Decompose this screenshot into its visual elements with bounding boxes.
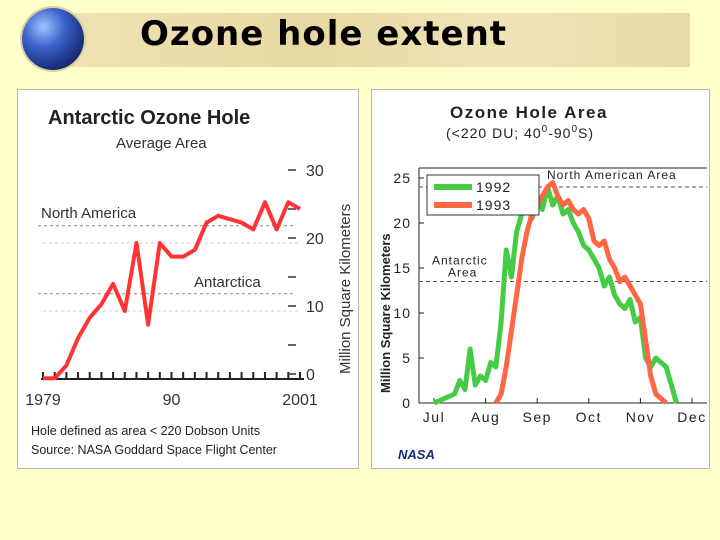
y-axis-label: Million Square Kilometers	[378, 233, 393, 393]
x-tick-label: Nov	[626, 409, 655, 425]
y-tick-label: 20	[393, 215, 411, 231]
page-title: Ozone hole extent	[140, 14, 508, 54]
reference-label-2: Area	[448, 266, 477, 280]
chart-title: Antarctic Ozone Hole	[48, 107, 250, 129]
y-tick-label: 0	[402, 395, 411, 411]
y-axis-label: Million Square Kilometers	[337, 204, 354, 374]
legend-label: 1993	[476, 197, 511, 213]
y-tick-label: 10	[306, 299, 324, 316]
ozone-hole-area-chart: Ozone Hole Area (<220 DU; 400-900S) Mill…	[371, 89, 710, 469]
series-line	[43, 200, 302, 381]
footnote-1: Hole defined as area < 220 Dobson Units	[31, 424, 260, 438]
title-banner	[60, 13, 690, 67]
chart-title: Ozone Hole Area	[450, 103, 608, 122]
chart-subtitle: Average Area	[116, 135, 207, 152]
legend-box	[426, 174, 540, 216]
legend-label: 1992	[476, 179, 511, 195]
x-tick-label: Sep	[522, 409, 551, 425]
series-line-1992	[432, 184, 679, 406]
reference-label: North America	[41, 205, 137, 222]
chart-subtitle: (<220 DU; 400-900S)	[446, 124, 594, 141]
y-tick-label: 0	[306, 367, 315, 384]
nasa-logo: NASA	[398, 447, 435, 462]
y-tick-label: 15	[393, 260, 411, 276]
y-tick-label: 30	[306, 163, 324, 180]
reference-label: North American Area	[547, 168, 677, 182]
series-line-1993	[493, 180, 668, 405]
x-tick-label: Aug	[471, 409, 500, 425]
reference-label: Antarctica	[194, 274, 261, 291]
x-tick-label: 90	[163, 392, 181, 409]
x-tick-label: Dec	[677, 409, 706, 425]
x-tick-label: Oct	[576, 409, 602, 425]
reference-label: Antarctic	[432, 254, 488, 268]
y-tick-label: 20	[306, 231, 324, 248]
globe-icon	[22, 8, 84, 70]
y-tick-label: 25	[393, 170, 411, 186]
x-tick-label: Jul	[423, 409, 445, 425]
x-tick-label: 2001	[282, 392, 318, 409]
footnote-2: Source: NASA Goddard Space Flight Center	[31, 443, 277, 457]
antarctic-ozone-hole-chart: Antarctic Ozone Hole Average Area 1979 90…	[17, 89, 359, 469]
y-tick-label: 5	[402, 350, 411, 366]
x-tick-label: 1979	[25, 392, 61, 409]
y-tick-label: 10	[393, 305, 411, 321]
